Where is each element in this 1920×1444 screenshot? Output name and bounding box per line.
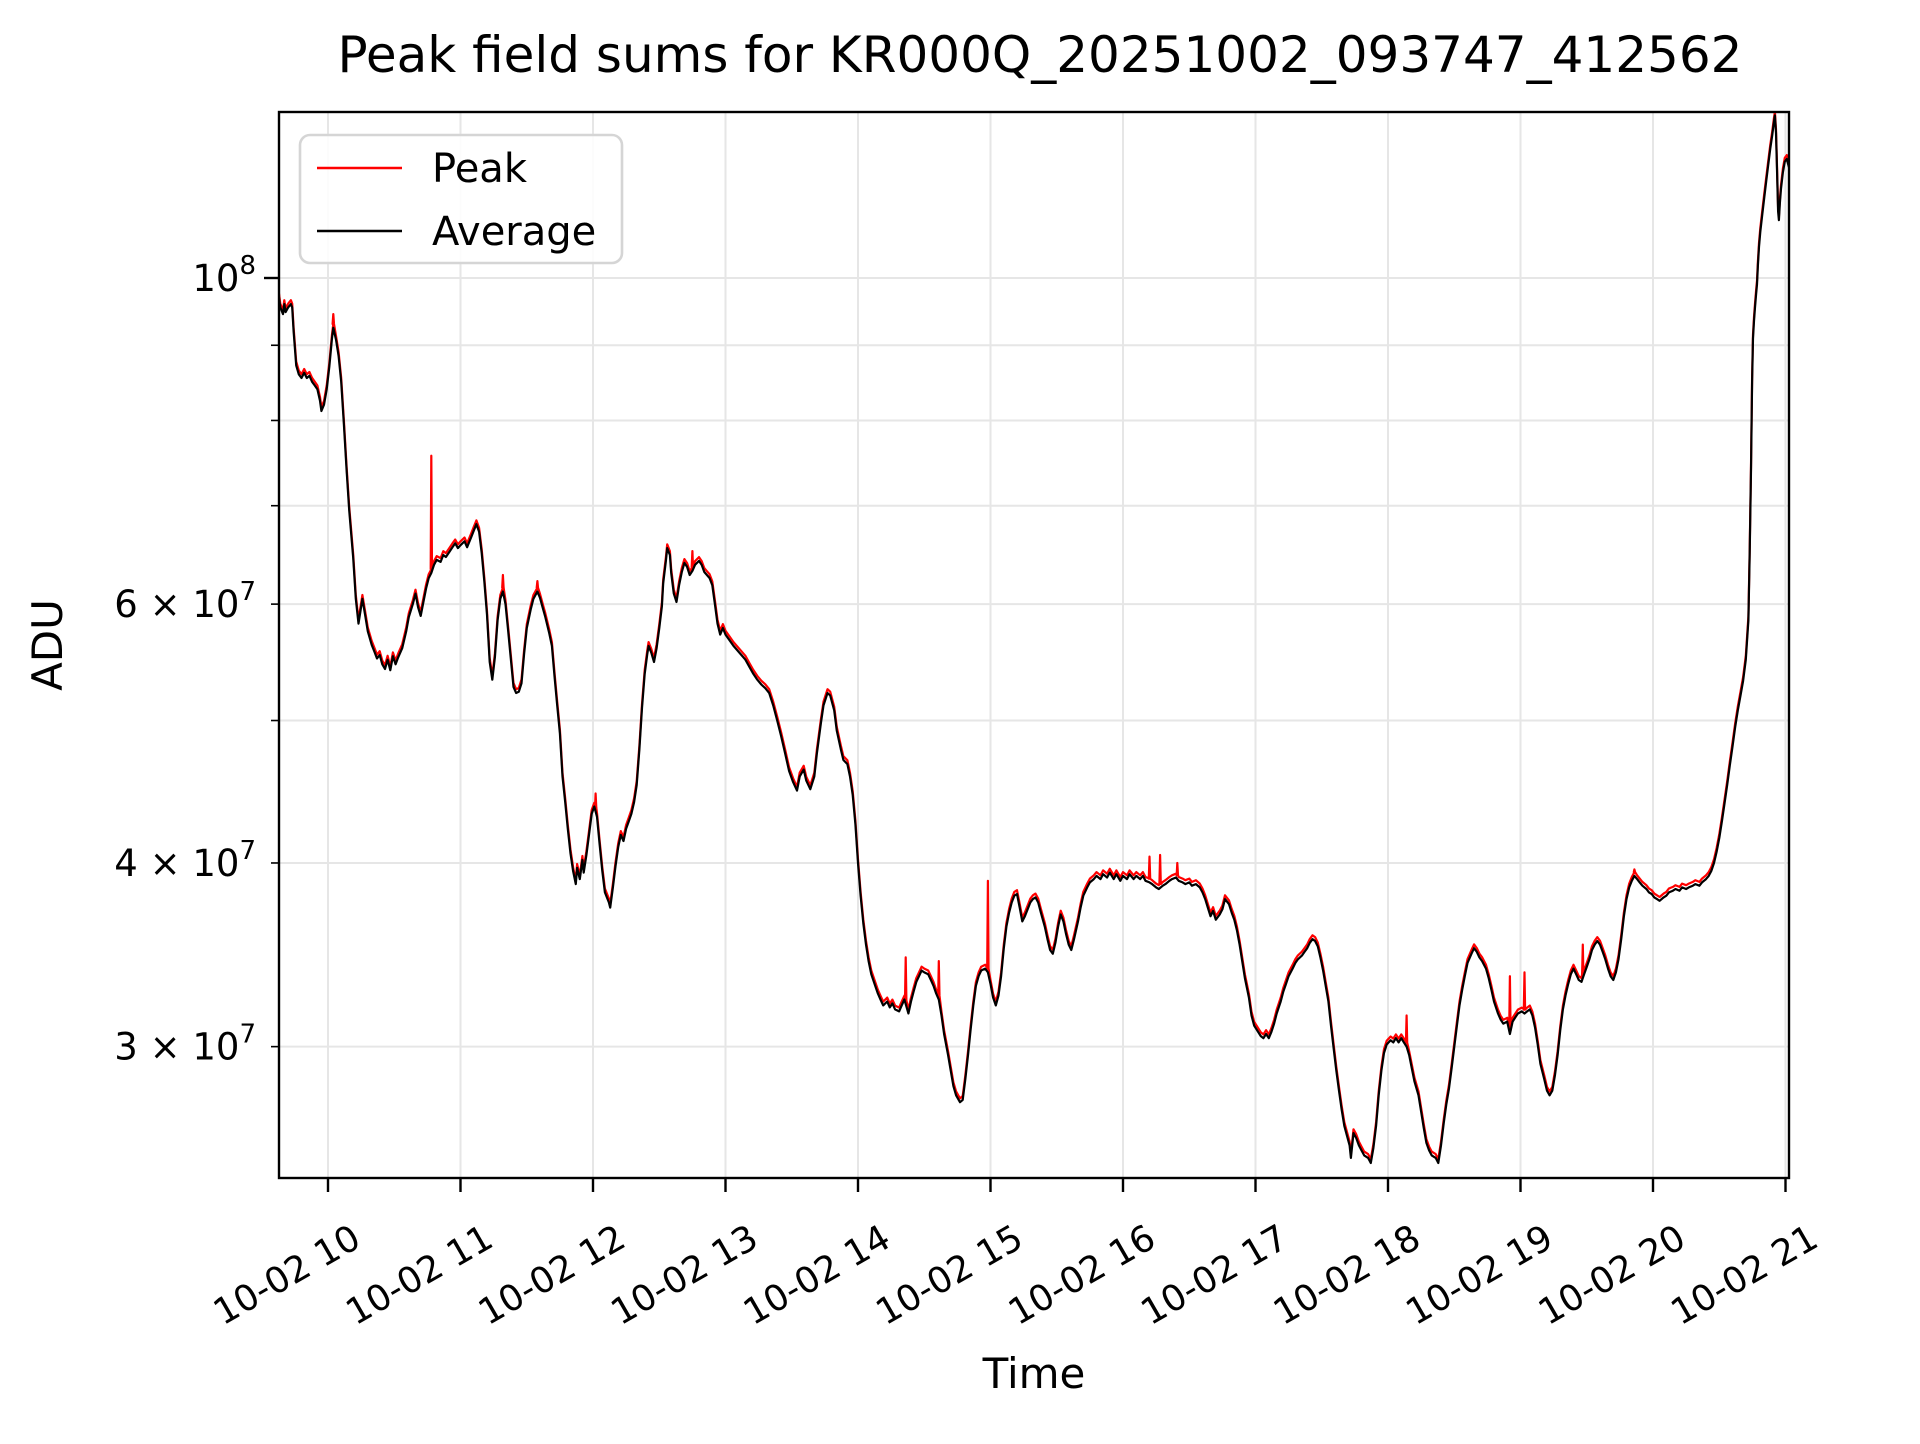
- legend: Peak Average: [298, 133, 624, 265]
- y-tick-label: 4 × 107: [114, 836, 256, 885]
- y-tick-label: 108: [192, 251, 256, 300]
- x-axis-label: Time: [982, 1349, 1086, 1398]
- legend-entry-peak: Peak: [317, 146, 528, 192]
- legend-label-peak: Peak: [432, 146, 528, 192]
- chart-title: Peak field sums for KR000Q_20251002_0937…: [338, 26, 1743, 84]
- average-series-line: [279, 114, 1789, 1165]
- y-axis-label: ADU: [23, 599, 72, 691]
- y-tick-label: 6 × 107: [114, 577, 256, 626]
- legend-entry-average: Average: [317, 209, 596, 255]
- plot-grid: [279, 112, 1789, 1178]
- y-tick-label: 3 × 107: [114, 1020, 256, 1069]
- y-axis: 108 6 × 107 4 × 107 3 × 107: [114, 251, 279, 1069]
- legend-label-average: Average: [432, 209, 596, 255]
- plot-frame: [277, 110, 1791, 1180]
